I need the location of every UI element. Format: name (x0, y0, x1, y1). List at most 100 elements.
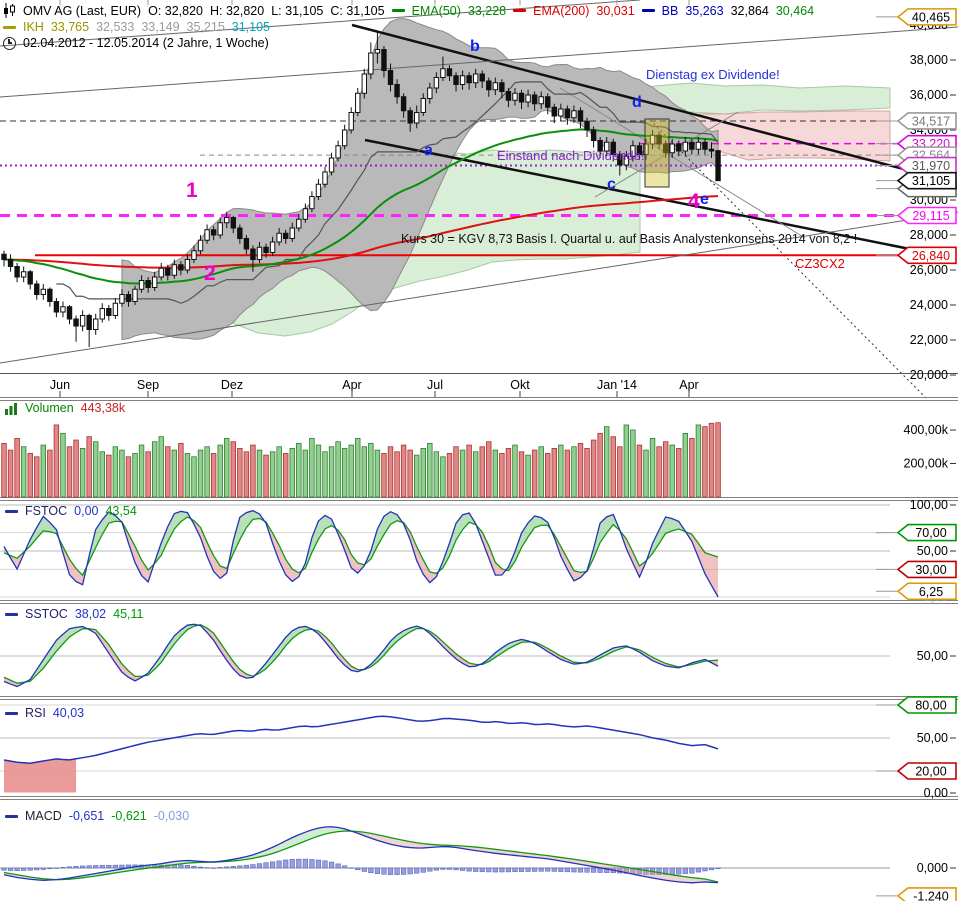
candle-body (492, 82, 499, 91)
x-axis-tick-label: Jan '14 (597, 378, 637, 392)
candle-body (486, 80, 492, 91)
volume-bar (73, 439, 79, 498)
candle-body (322, 171, 328, 185)
macd-histogram-bar (184, 865, 191, 869)
y-axis-tick-label: 200,00k (904, 457, 949, 471)
candle-body (597, 140, 603, 152)
axis-price-tag-label: 6,25 (919, 585, 943, 599)
candle-body (512, 92, 518, 101)
axis-price-tag-label: 29,115 (912, 209, 949, 223)
volume-bar (34, 456, 40, 498)
ema200-line (3, 195, 719, 269)
macd-histogram-bar (53, 867, 60, 869)
volume-bar (230, 441, 236, 498)
macd-histogram-bar (486, 867, 492, 873)
volume-bar (178, 442, 184, 498)
macd-histogram-bar (695, 867, 702, 873)
candle-body (256, 246, 263, 260)
candle-body (335, 145, 341, 159)
macd-histogram-bar (361, 867, 367, 872)
macd-histogram-bar (302, 858, 308, 869)
volume-bar (630, 429, 636, 498)
candle-body (368, 52, 374, 75)
volume-bar (708, 422, 715, 498)
volume-bar (531, 449, 538, 498)
volume-bar (302, 449, 309, 498)
series-line (3, 826, 719, 884)
candle-body (459, 75, 466, 85)
candle-body (315, 183, 322, 197)
axis-price-tag (896, 156, 957, 175)
volume-bar (60, 432, 66, 498)
candle-body (230, 217, 236, 229)
volume-bar (165, 446, 171, 498)
trendline (0, 0, 641, 47)
candle-body (662, 143, 669, 154)
y-axis-tick-label: 26,000 (910, 263, 948, 277)
volume-bar (309, 437, 315, 498)
volume-bar (27, 453, 33, 498)
x-axis-tick-label: Apr (679, 378, 698, 392)
osc-fill (153, 511, 192, 565)
volume-bar (197, 449, 204, 498)
macd-histogram-bar (34, 867, 40, 871)
axis-price-tag-label: 40,465 (912, 10, 950, 24)
volume-bar (584, 448, 590, 498)
macd-histogram-bar (335, 863, 341, 869)
candle-body (643, 143, 649, 155)
macd-histogram-bar (604, 867, 610, 873)
macd-histogram-bar (99, 865, 105, 869)
macd-histogram-bar (551, 867, 557, 872)
candle-body (243, 238, 250, 250)
axis-price-tag (896, 246, 957, 265)
axis-price-tag (896, 206, 957, 225)
volume-bar (558, 444, 564, 498)
volume-bar (551, 448, 557, 498)
y-axis-tick-label: 0,000 (917, 861, 948, 875)
volume-bar (269, 451, 276, 498)
macd-histogram-bar (571, 867, 577, 873)
candle-body (119, 294, 125, 304)
macd-histogram-bar (309, 859, 315, 869)
macd-histogram-bar (505, 867, 512, 873)
volume-bar (191, 456, 197, 498)
volume-bar (472, 451, 479, 498)
candle-body (361, 73, 368, 94)
macd-histogram-bar (512, 867, 518, 873)
volume-bar (479, 446, 485, 498)
macd-histogram-bar (322, 860, 328, 869)
volume-bar (1, 442, 7, 498)
candle-body (93, 318, 99, 330)
axis-price-tag-label: 31,970 (912, 159, 950, 173)
candle-body (158, 267, 164, 278)
candle-body (545, 96, 551, 108)
volume-bar (145, 451, 151, 498)
macd-histogram-bar (440, 867, 446, 870)
volume-bar (643, 449, 649, 498)
macd-histogram-bar (342, 865, 348, 869)
candle-body (125, 294, 132, 302)
candle-body (328, 157, 335, 173)
macd-histogram-bar (204, 867, 210, 869)
candle-body (571, 110, 577, 119)
volume-bar (577, 442, 584, 498)
candle-body (289, 227, 295, 239)
macd-histogram-bar (590, 867, 597, 873)
volume-bar (486, 441, 492, 498)
trendline (0, 211, 958, 364)
volume-bar (459, 449, 466, 498)
volume-bar (243, 451, 250, 498)
macd-histogram-bar (433, 867, 439, 871)
volume-bar (676, 448, 682, 498)
macd-histogram-bar (558, 867, 564, 872)
macd-histogram-bar (715, 867, 721, 869)
candle-body (518, 92, 525, 103)
macd-histogram-bar (217, 867, 223, 869)
macd-histogram-bar (453, 867, 459, 871)
candle-body (676, 143, 682, 152)
volume-bar (656, 446, 662, 498)
candle-body (276, 232, 282, 243)
candle-body (656, 134, 662, 145)
volume-bar (361, 446, 368, 498)
